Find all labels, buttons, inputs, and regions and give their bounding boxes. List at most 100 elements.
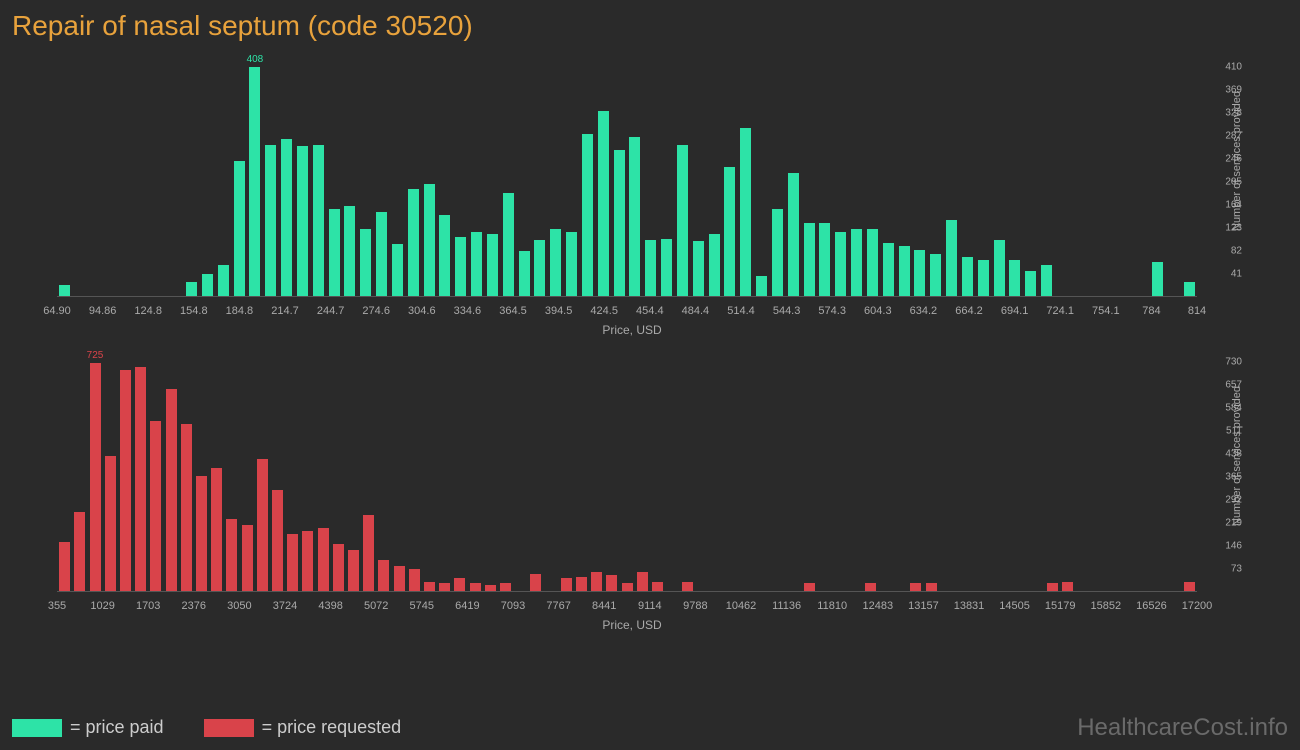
x-tick-label: 9114	[638, 600, 662, 612]
x-tick-label: 5072	[364, 600, 388, 612]
histogram-bar	[851, 229, 862, 296]
x-tick-label: 124.8	[134, 305, 162, 317]
histogram-bar	[835, 232, 846, 297]
histogram-bar	[561, 578, 572, 591]
x-tick-label: 3050	[227, 600, 251, 612]
histogram-bar	[994, 240, 1005, 296]
x-tick-label: 2376	[182, 600, 206, 612]
x-tick-label: 394.5	[545, 305, 573, 317]
x-tick-label: 184.8	[226, 305, 254, 317]
histogram-bar	[218, 265, 229, 296]
histogram-bar	[503, 193, 514, 296]
histogram-bar	[962, 257, 973, 296]
x-tick-label: 9788	[683, 600, 707, 612]
histogram-bar	[788, 173, 799, 296]
histogram-bar	[329, 209, 340, 296]
histogram-bar	[313, 145, 324, 296]
histogram-bar	[105, 456, 116, 591]
histogram-bar	[591, 572, 602, 591]
histogram-bar	[661, 239, 672, 296]
histogram-bar	[166, 389, 177, 591]
page-title: Repair of nasal septum (code 30520)	[0, 0, 1300, 42]
histogram-bar	[409, 569, 420, 591]
histogram-bar	[804, 583, 815, 591]
histogram-bar	[1062, 582, 1073, 591]
histogram-bar	[424, 582, 435, 591]
histogram-bar	[265, 145, 276, 296]
watermark: HealthcareCost.info	[1077, 714, 1288, 742]
x-tick-label: 8441	[592, 600, 616, 612]
histogram-bar	[424, 184, 435, 296]
legend-paid: = price paid	[12, 717, 164, 738]
legend-requested: = price requested	[204, 717, 402, 738]
x-tick-label: 6419	[455, 600, 479, 612]
x-tick-label: 514.4	[727, 305, 755, 317]
histogram-bar	[652, 582, 663, 591]
histogram-bar	[629, 137, 640, 296]
histogram-bar	[709, 234, 720, 296]
histogram-bar	[90, 363, 101, 591]
x-tick-label: 664.2	[955, 305, 983, 317]
histogram-bar	[606, 575, 617, 591]
chart-requested: 725 355102917032376305037244398507257456…	[12, 352, 1252, 632]
histogram-bar	[682, 582, 693, 591]
histogram-bar	[865, 583, 876, 591]
histogram-bar	[196, 476, 207, 591]
histogram-bar	[485, 585, 496, 591]
histogram-bar	[1009, 260, 1020, 296]
histogram-bar	[470, 583, 481, 591]
histogram-bar	[287, 534, 298, 591]
histogram-bar	[348, 550, 359, 591]
legend-label-paid: = price paid	[70, 717, 164, 738]
x-axis-title-1: Price, USD	[602, 323, 661, 337]
histogram-bar	[59, 542, 70, 591]
histogram-bar	[297, 146, 308, 296]
y-tick-label: 82	[1231, 246, 1242, 257]
histogram-bar	[910, 583, 921, 591]
histogram-bar	[186, 282, 197, 296]
x-tick-label: 604.3	[864, 305, 892, 317]
legend-label-requested: = price requested	[262, 717, 402, 738]
histogram-bar	[439, 215, 450, 296]
histogram-bar	[724, 167, 735, 296]
histogram-bar	[1041, 265, 1052, 296]
x-tick-label: 14505	[999, 600, 1030, 612]
histogram-bar	[867, 229, 878, 296]
histogram-bar	[376, 212, 387, 296]
histogram-bar	[272, 490, 283, 591]
histogram-bar	[883, 243, 894, 296]
histogram-bar	[550, 229, 561, 296]
histogram-bar	[408, 189, 419, 296]
histogram-bar	[211, 468, 222, 591]
x-tick-label: 694.1	[1001, 305, 1029, 317]
x-tick-label: 7093	[501, 600, 525, 612]
histogram-bar	[530, 574, 541, 591]
histogram-bar	[392, 244, 403, 296]
x-tick-label: 724.1	[1046, 305, 1074, 317]
x-tick-label: 1703	[136, 600, 160, 612]
histogram-bar	[582, 134, 593, 296]
x-tick-label: 3724	[273, 600, 297, 612]
y-tick-label: 410	[1225, 62, 1242, 73]
histogram-bar	[576, 577, 587, 591]
histogram-bar	[740, 128, 751, 296]
histogram-bar	[150, 421, 161, 591]
x-tick-label: 7767	[546, 600, 570, 612]
histogram-bar	[946, 220, 957, 296]
histogram-bar	[500, 583, 511, 591]
x-tick-label: 634.2	[910, 305, 938, 317]
histogram-bar	[333, 544, 344, 591]
x-tick-label: 754.1	[1092, 305, 1120, 317]
histogram-bar	[693, 241, 704, 296]
histogram-bar	[360, 229, 371, 296]
histogram-bar	[677, 145, 688, 296]
x-tick-label: 94.86	[89, 305, 117, 317]
histogram-bar	[135, 367, 146, 591]
histogram-bar	[622, 583, 633, 591]
histogram-bar	[226, 519, 237, 591]
x-tick-label: 244.7	[317, 305, 345, 317]
x-tick-label: 11810	[817, 600, 847, 612]
histogram-bar	[1184, 282, 1195, 296]
histogram-bar	[318, 528, 329, 591]
y-axis-title-2: Number of services provided	[1231, 386, 1243, 526]
